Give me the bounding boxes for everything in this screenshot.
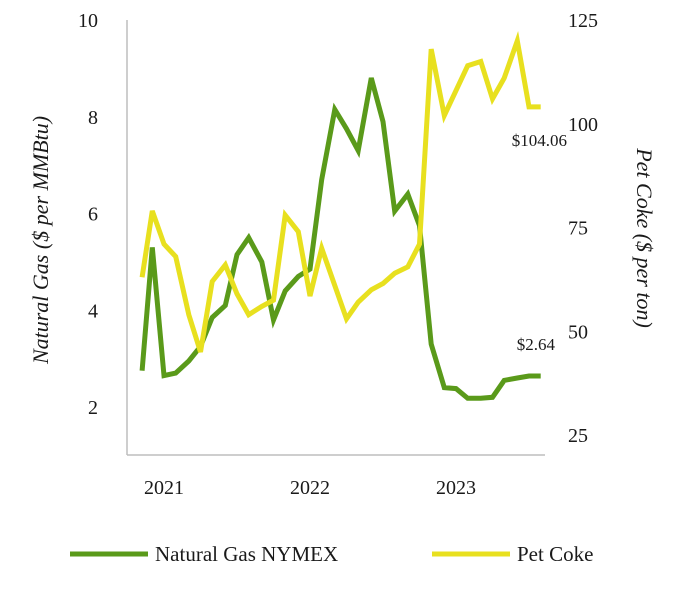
left-tick-label-4: 4 [88,300,98,322]
legend: Natural Gas NYMEX Pet Coke [70,542,593,566]
left-axis-ticks: 2 4 6 8 10 [78,10,98,419]
series-line-pet-coke [139,30,541,353]
right-axis-ticks: 25 50 75 100 125 [568,10,598,447]
pet-coke-last-value-label: $104.06 [512,131,567,150]
left-tick-label-6: 6 [88,204,98,226]
x-tick-label-2022: 2022 [290,477,330,499]
right-tick-label-100: 100 [568,114,598,136]
right-tick-label-125: 125 [568,10,598,32]
x-tick-label-2021: 2021 [144,477,184,499]
left-tick-label-8: 8 [88,107,98,129]
right-axis-title: Pet Coke ($ per ton) [632,147,657,328]
right-tick-label-75: 75 [568,218,588,240]
left-axis-title: Natural Gas ($ per MMBtu) [28,116,53,365]
left-tick-label-2: 2 [88,397,98,419]
legend-label-pet-coke: Pet Coke [517,542,593,566]
x-axis-ticks: 2021 2022 2023 [144,477,476,499]
natural-gas-last-value-label: $2.64 [517,335,556,354]
legend-label-natural-gas: Natural Gas NYMEX [155,542,338,566]
right-tick-label-50: 50 [568,321,588,343]
left-tick-label-10: 10 [78,10,98,32]
right-tick-label-25: 25 [568,425,588,447]
x-tick-label-2023: 2023 [436,477,476,499]
